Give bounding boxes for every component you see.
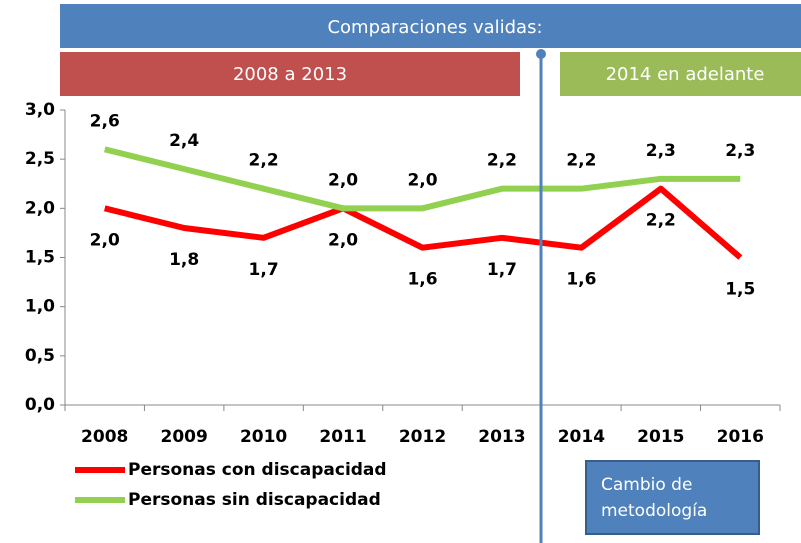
header-text: Comparaciones validas:: [327, 17, 542, 38]
period-text: 2008 a 2013: [233, 64, 347, 85]
data-label: 2,2: [566, 151, 596, 171]
data-label: 1,6: [566, 270, 596, 290]
y-tick-label: 1,5: [25, 248, 55, 268]
series-line: [104, 185, 743, 260]
period-bar: [560, 52, 801, 96]
method-note: Cambio de metodología: [585, 460, 760, 535]
data-label: 2,0: [328, 230, 358, 250]
period-text: 2014 en adelante: [606, 64, 765, 85]
data-label: 2,3: [646, 141, 676, 161]
y-tick-label: 1,0: [25, 297, 55, 317]
x-tick-label: 2010: [240, 427, 287, 447]
data-label: 2,2: [249, 151, 279, 171]
x-tick-label: 2009: [161, 427, 208, 447]
plot: 0,0 0,5 1,0 1,5 2,0 2,5 3,0 2008 2009 2010 2011 201…: [25, 100, 781, 510]
series-line: [104, 146, 741, 212]
x-tick-label: 2008: [81, 427, 128, 447]
legend-label: Personas sin discapacidad: [128, 490, 381, 510]
y-tick-label: 2,5: [25, 149, 55, 169]
data-label: 1,6: [407, 270, 437, 290]
x-tick-label: 2013: [478, 427, 525, 447]
data-label: 2,6: [90, 111, 120, 131]
data-label: 1,5: [725, 280, 755, 300]
y-tick-label: 3,0: [25, 100, 55, 120]
y-tick-label: 0,5: [25, 346, 55, 366]
x-tick-label: 2011: [319, 427, 366, 447]
legend-label: Personas con discapacidad: [128, 460, 387, 480]
data-label: 1,8: [169, 250, 199, 270]
y-tick-label: 0,0: [25, 395, 55, 415]
data-label: 2,2: [487, 151, 517, 171]
x-tick-label: 2016: [717, 427, 764, 447]
data-label: 1,7: [487, 260, 517, 280]
data-label: 2,3: [725, 141, 755, 161]
x-tick-label: 2012: [399, 427, 446, 447]
header-bar: [60, 4, 801, 48]
data-label: 2,2: [646, 211, 676, 231]
data-label: 2,0: [407, 170, 437, 190]
data-label: 2,4: [169, 131, 199, 151]
x-tick-label: 2015: [637, 427, 684, 447]
data-label: 2,0: [90, 230, 120, 250]
period-bar: [60, 52, 520, 96]
x-tick-label: 2014: [558, 427, 605, 447]
data-label: 2,0: [328, 170, 358, 190]
data-label: 1,7: [249, 260, 279, 280]
divider-dot: [536, 49, 546, 59]
y-tick-label: 2,0: [25, 198, 55, 218]
